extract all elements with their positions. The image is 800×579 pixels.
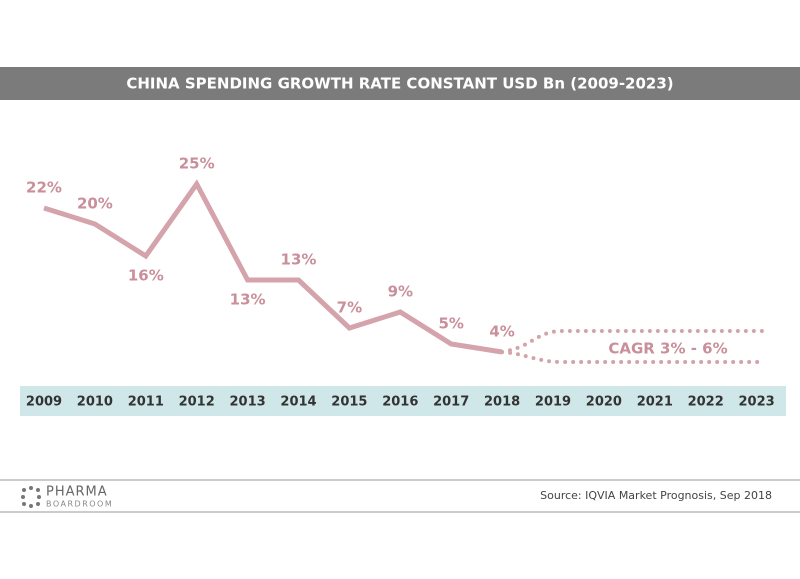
data-label: 25% [179, 155, 215, 173]
data-label: 4% [489, 323, 514, 341]
x-tick-label: 2015 [331, 395, 367, 410]
data-label: 7% [337, 299, 362, 317]
data-label: 13% [230, 291, 266, 309]
x-tick-label: 2022 [688, 395, 724, 410]
chart-title: CHINA SPENDING GROWTH RATE CONSTANT USD … [126, 75, 673, 93]
x-tick-label: 2014 [280, 395, 316, 410]
projection-upper [500, 329, 767, 354]
data-label: 22% [26, 179, 62, 197]
x-tick-label: 2013 [230, 395, 266, 410]
x-tick-label: 2009 [26, 395, 62, 410]
axis-band [20, 386, 786, 416]
annotation: CAGR 3% - 6% [608, 340, 727, 358]
x-tick-label: 2020 [586, 395, 622, 410]
logo-text: PHARMA [46, 485, 108, 500]
x-tick-label: 2017 [433, 395, 469, 410]
x-tick-label: 2018 [484, 395, 520, 410]
x-tick-label: 2019 [535, 395, 571, 410]
logo-text: BOARDROOM [46, 500, 113, 509]
data-label: 13% [281, 251, 317, 269]
logo-icon [21, 486, 41, 508]
data-label: 20% [77, 195, 113, 213]
x-tick-label: 2012 [179, 395, 215, 410]
projection-lower [500, 350, 767, 364]
source: Source: IQVIA Market Prognosis, Sep 2018 [540, 489, 772, 502]
x-tick-label: 2023 [739, 395, 775, 410]
x-tick-label: 2010 [77, 395, 113, 410]
data-label: 5% [438, 315, 463, 333]
title-bar [0, 67, 800, 100]
x-tick-label: 2011 [128, 395, 164, 410]
x-tick-label: 2021 [637, 395, 673, 410]
line [43, 179, 503, 355]
data-label: 16% [128, 267, 164, 285]
data-label: 9% [388, 283, 413, 301]
x-tick-label: 2016 [382, 395, 418, 410]
